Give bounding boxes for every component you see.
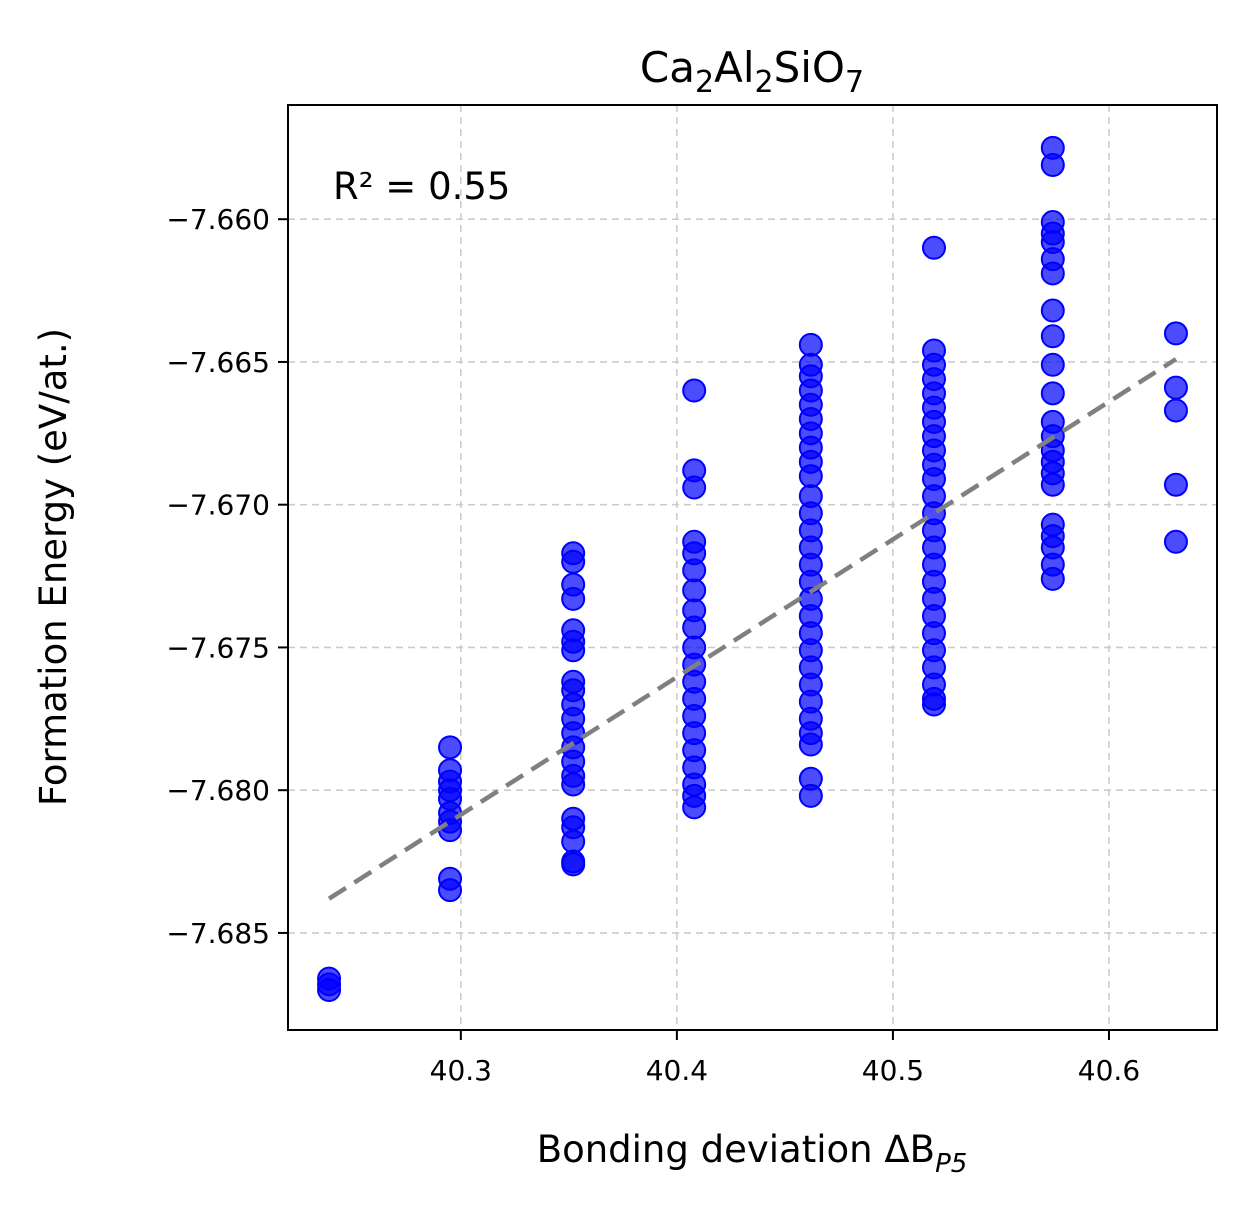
data-point <box>1040 261 1065 286</box>
y-tick-label: −7.670 <box>166 489 270 522</box>
data-point <box>798 332 823 357</box>
y-tick-label: −7.660 <box>166 203 270 236</box>
data-points <box>317 135 1188 1003</box>
data-point <box>317 978 342 1003</box>
data-point <box>682 578 707 603</box>
data-point <box>921 692 946 717</box>
data-point <box>1040 152 1065 177</box>
data-point <box>561 772 586 797</box>
data-point <box>682 475 707 500</box>
data-point <box>682 795 707 820</box>
data-point <box>438 818 463 843</box>
y-axis-ticks: −7.660 −7.665 −7.670 −7.675 −7.680 −7.685 <box>166 203 288 950</box>
data-point <box>1163 321 1188 346</box>
data-point <box>561 586 586 611</box>
plot-area-frame <box>287 104 1218 1031</box>
data-point <box>682 615 707 640</box>
x-tick-label: 40.3 <box>430 1054 492 1087</box>
r-squared-annotation: R² = 0.55 <box>333 165 510 208</box>
data-point <box>1040 381 1065 406</box>
data-point <box>682 378 707 403</box>
data-point <box>682 558 707 583</box>
x-tick-label: 40.4 <box>646 1054 708 1087</box>
data-point <box>1163 472 1188 497</box>
data-point <box>1040 472 1065 497</box>
data-point <box>1040 566 1065 591</box>
regression-line <box>327 357 1178 901</box>
data-point <box>1163 529 1188 554</box>
data-point <box>1040 298 1065 323</box>
data-point <box>1163 398 1188 423</box>
data-point <box>1040 352 1065 377</box>
chart-title: Ca2Al2SiO7 <box>640 43 864 100</box>
data-point <box>438 878 463 903</box>
x-axis-label: Bonding deviation ΔBP5 <box>537 1128 968 1179</box>
y-axis-label: Formation Energy (eV/at.) <box>32 328 75 806</box>
data-point <box>1163 375 1188 400</box>
grid <box>288 105 1217 1030</box>
data-point <box>921 235 946 260</box>
data-point <box>798 783 823 808</box>
data-point <box>798 732 823 757</box>
y-tick-label: −7.680 <box>166 774 270 807</box>
x-tick-label: 40.5 <box>862 1054 924 1087</box>
y-tick-label: −7.675 <box>166 631 270 664</box>
data-point <box>561 638 586 663</box>
data-point <box>438 735 463 760</box>
y-tick-label: −7.665 <box>166 346 270 379</box>
data-point <box>561 852 586 877</box>
data-point <box>561 549 586 574</box>
data-point <box>1040 324 1065 349</box>
x-tick-label: 40.6 <box>1078 1054 1140 1087</box>
y-tick-label: −7.685 <box>166 917 270 950</box>
x-axis-ticks: 40.3 40.4 40.5 40.6 <box>430 1030 1140 1087</box>
data-point <box>561 829 586 854</box>
data-point <box>798 464 823 489</box>
